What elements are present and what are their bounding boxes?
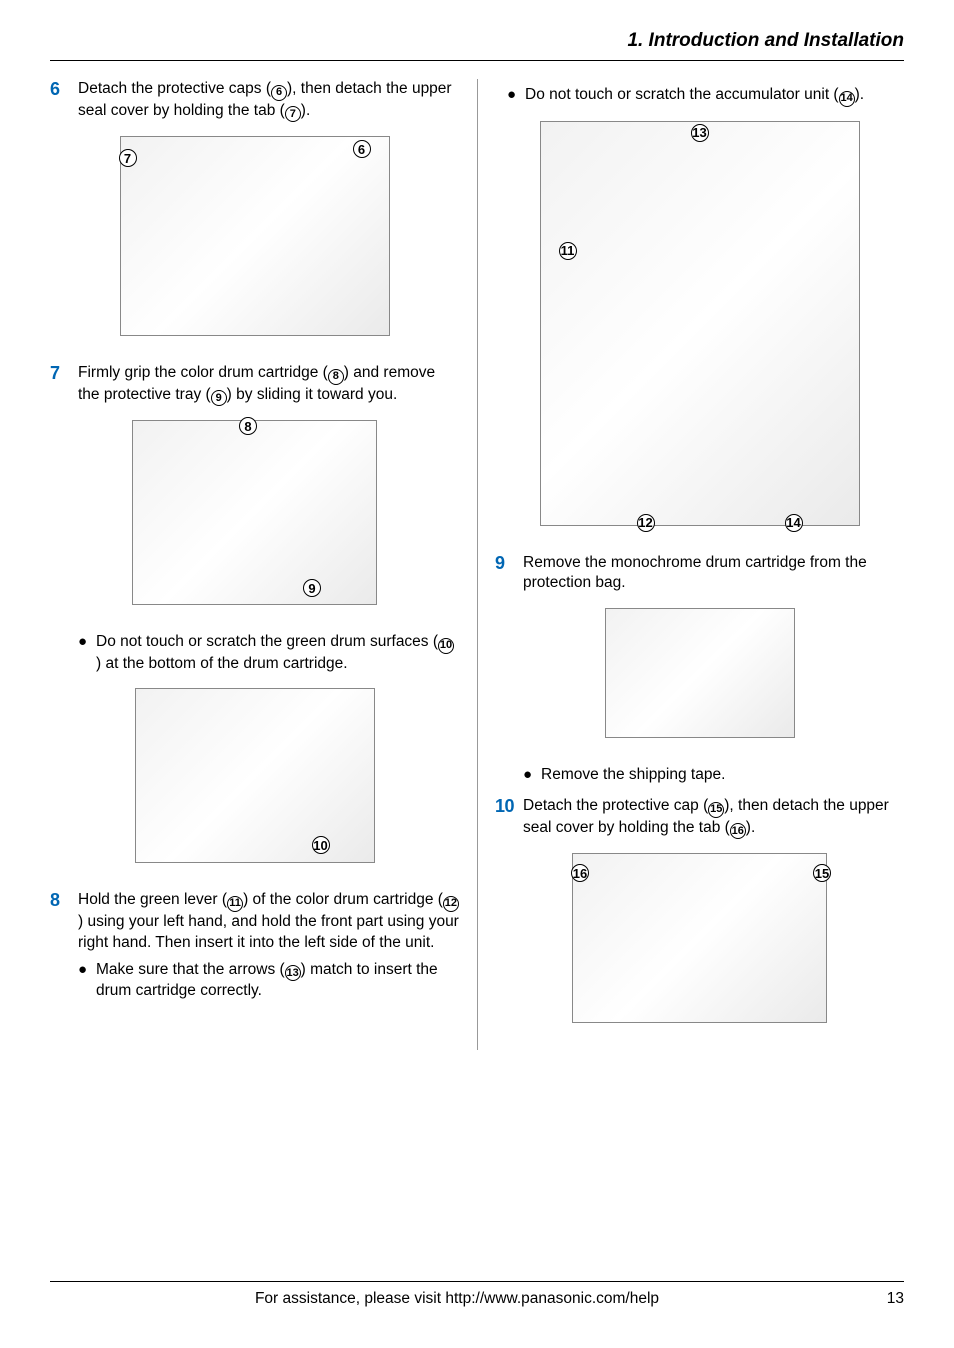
figure-step8: 13 11 12 14 — [495, 121, 904, 531]
content-columns: 6 Detach the protective caps (6), then d… — [50, 79, 904, 1050]
callout-10: 10 — [312, 836, 330, 854]
ref-10: 10 — [438, 638, 454, 654]
ref-7: 7 — [285, 106, 301, 122]
step9-bullet: ● Remove the shipping tape. — [495, 765, 904, 786]
callout-8: 8 — [239, 417, 257, 435]
ref-8: 8 — [328, 369, 344, 385]
bullet-text: Do not touch or scratch the green drum s… — [96, 632, 459, 674]
callout-13: 13 — [691, 124, 709, 142]
ref-13: 13 — [285, 965, 301, 981]
step7-bullet: ● Do not touch or scratch the green drum… — [50, 632, 459, 674]
callout-7: 7 — [119, 149, 137, 167]
step-number: 7 — [50, 363, 78, 406]
ref-14: 14 — [839, 91, 855, 107]
callout-14: 14 — [785, 514, 803, 532]
figure-step10: 1615 — [495, 853, 904, 1028]
footer-page-number: 13 — [864, 1290, 904, 1308]
ref-9: 9 — [211, 390, 227, 406]
bullet-text: Do not touch or scratch the accumulator … — [525, 85, 904, 107]
ref-15: 15 — [708, 802, 724, 818]
step8-bullet2: ● Do not touch or scratch the accumulato… — [495, 85, 904, 107]
ref-12: 12 — [443, 896, 459, 912]
step-8: 8 Hold the green lever (11) of the color… — [50, 890, 459, 1002]
column-divider — [477, 79, 478, 1050]
left-column: 6 Detach the protective caps (6), then d… — [50, 79, 477, 1050]
callout-6: 6 — [353, 140, 371, 158]
callout-9: 9 — [303, 579, 321, 597]
figure-step7b: 10 — [50, 688, 459, 868]
step-number: 9 — [495, 553, 523, 595]
callout-16: 16 — [571, 864, 589, 882]
callout-12: 12 — [637, 514, 655, 532]
figure-step9 — [495, 608, 904, 743]
right-column: ● Do not touch or scratch the accumulato… — [477, 79, 904, 1050]
callout-11: 11 — [559, 242, 577, 260]
callout-15: 15 — [813, 864, 831, 882]
step-7: 7 Firmly grip the color drum cartridge (… — [50, 363, 459, 406]
ref-6: 6 — [271, 85, 287, 101]
step-number: 6 — [50, 79, 78, 122]
bullet-icon: ● — [78, 960, 96, 1002]
step-9: 9 Remove the monochrome drum cartridge f… — [495, 553, 904, 595]
page-header: 1. Introduction and Installation — [50, 30, 904, 61]
bullet-icon: ● — [507, 85, 525, 107]
bullet-text: Remove the shipping tape. — [541, 765, 904, 786]
page-footer: For assistance, please visit http://www.… — [50, 1281, 904, 1308]
bullet-text: Make sure that the arrows (13) match to … — [96, 960, 459, 1002]
ref-16: 16 — [730, 823, 746, 839]
step-text: Hold the green lever (11) of the color d… — [78, 890, 459, 1002]
step-text: Detach the protective caps (6), then det… — [78, 79, 459, 122]
step-text: Firmly grip the color drum cartridge (8)… — [78, 363, 459, 406]
step-number: 8 — [50, 890, 78, 1002]
figure-step7: 89 — [50, 420, 459, 610]
bullet-icon: ● — [523, 765, 541, 786]
bullet-icon: ● — [78, 632, 96, 674]
footer-text: For assistance, please visit http://www.… — [50, 1290, 864, 1308]
step-text: Remove the monochrome drum cartridge fro… — [523, 553, 904, 595]
figure-step6: 76 — [50, 136, 459, 341]
step-number: 10 — [495, 796, 523, 839]
step-10: 10 Detach the protective cap (15), then … — [495, 796, 904, 839]
step-text: Detach the protective cap (15), then det… — [523, 796, 904, 839]
ref-11: 11 — [227, 896, 243, 912]
step-6: 6 Detach the protective caps (6), then d… — [50, 79, 459, 122]
